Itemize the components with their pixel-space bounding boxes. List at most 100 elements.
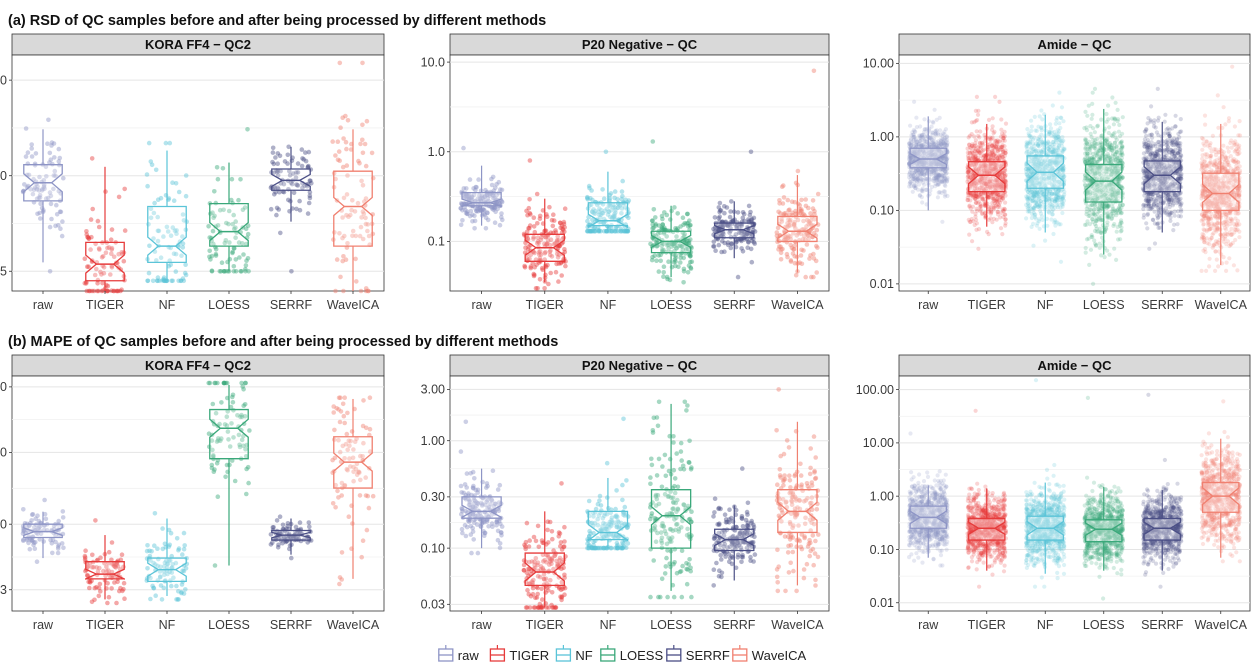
data-point <box>673 255 678 261</box>
data-point <box>36 195 42 201</box>
data-point <box>986 117 992 122</box>
data-point <box>652 253 657 258</box>
data-point <box>272 192 277 197</box>
data-point <box>88 247 93 252</box>
data-point <box>681 280 686 285</box>
box <box>85 241 125 282</box>
data-point <box>815 245 820 250</box>
data-point <box>97 247 102 252</box>
data-point <box>654 258 659 264</box>
data-point <box>171 198 177 203</box>
data-point <box>778 257 784 262</box>
data-point <box>491 207 496 212</box>
data-point <box>597 228 602 233</box>
data-point <box>544 214 550 219</box>
data-point <box>685 270 691 275</box>
data-point <box>1031 147 1036 152</box>
data-point <box>274 212 279 218</box>
data-point <box>1096 207 1101 212</box>
data-point <box>499 211 504 216</box>
data-point <box>23 126 29 131</box>
data-point <box>165 229 171 234</box>
data-point <box>1107 252 1112 257</box>
data-point <box>360 122 365 128</box>
data-point <box>780 201 786 206</box>
data-point <box>1029 124 1034 129</box>
data-point <box>28 187 33 192</box>
data-point <box>912 129 917 134</box>
data-point <box>1057 90 1062 95</box>
data-point <box>1024 216 1029 221</box>
data-point <box>1091 211 1096 216</box>
data-point <box>778 250 784 256</box>
data-point <box>1106 103 1111 108</box>
x-tick-label: LOESS <box>1083 298 1125 312</box>
data-point <box>810 206 816 211</box>
data-point <box>938 137 943 142</box>
data-point <box>675 211 680 216</box>
data-point <box>928 188 933 193</box>
x-tick-label: NF <box>600 298 617 312</box>
x-tick-label: LOESS <box>650 298 692 312</box>
data-point <box>1100 223 1105 228</box>
data-point <box>977 135 982 140</box>
data-point <box>116 251 121 257</box>
data-point <box>300 156 305 161</box>
data-point <box>1086 213 1091 219</box>
data-point <box>274 205 280 211</box>
data-point <box>29 146 34 151</box>
data-point <box>809 274 814 280</box>
data-point <box>1059 197 1065 202</box>
data-point <box>717 200 723 206</box>
data-point <box>58 209 64 215</box>
data-point <box>152 200 157 206</box>
data-point <box>1036 143 1041 148</box>
data-point <box>108 272 113 277</box>
data-point <box>1087 262 1092 267</box>
data-point <box>534 191 540 197</box>
data-point <box>485 210 490 216</box>
data-point <box>918 172 924 177</box>
data-point <box>333 288 338 294</box>
data-point <box>1034 198 1039 203</box>
data-point <box>1096 157 1101 162</box>
data-point <box>1110 95 1115 100</box>
data-point <box>54 202 59 208</box>
data-point <box>174 228 179 233</box>
data-point <box>341 288 346 294</box>
data-point <box>681 266 687 272</box>
data-point <box>231 264 237 269</box>
data-point <box>357 161 362 166</box>
data-point <box>1099 218 1104 223</box>
data-point <box>306 200 312 206</box>
data-point <box>180 212 186 217</box>
data-point <box>814 227 820 233</box>
x-tick-label: SERRF <box>270 298 313 312</box>
data-point <box>238 177 243 182</box>
data-point <box>360 150 366 156</box>
data-point <box>972 145 977 150</box>
data-point <box>535 286 540 291</box>
x-tick-label: NF <box>159 298 176 312</box>
data-point <box>912 99 917 104</box>
data-point <box>109 247 114 252</box>
section-title-b: (b) MAPE of QC samples before and after … <box>8 334 558 350</box>
data-point <box>344 163 350 168</box>
data-point <box>147 243 152 249</box>
data-point <box>26 172 32 178</box>
data-point <box>740 210 746 215</box>
data-point <box>461 186 467 191</box>
data-point <box>788 242 793 248</box>
x-tick-label: raw <box>33 298 54 312</box>
data-point <box>1112 117 1117 122</box>
data-point <box>103 250 109 255</box>
data-point <box>358 288 364 294</box>
data-point <box>270 150 276 155</box>
data-point <box>745 245 750 250</box>
data-point <box>59 233 65 239</box>
data-point <box>919 144 924 149</box>
y-tick-label: 10.0 <box>421 55 445 69</box>
plot-area <box>11 54 385 292</box>
data-point <box>485 217 491 223</box>
data-point <box>237 255 242 260</box>
